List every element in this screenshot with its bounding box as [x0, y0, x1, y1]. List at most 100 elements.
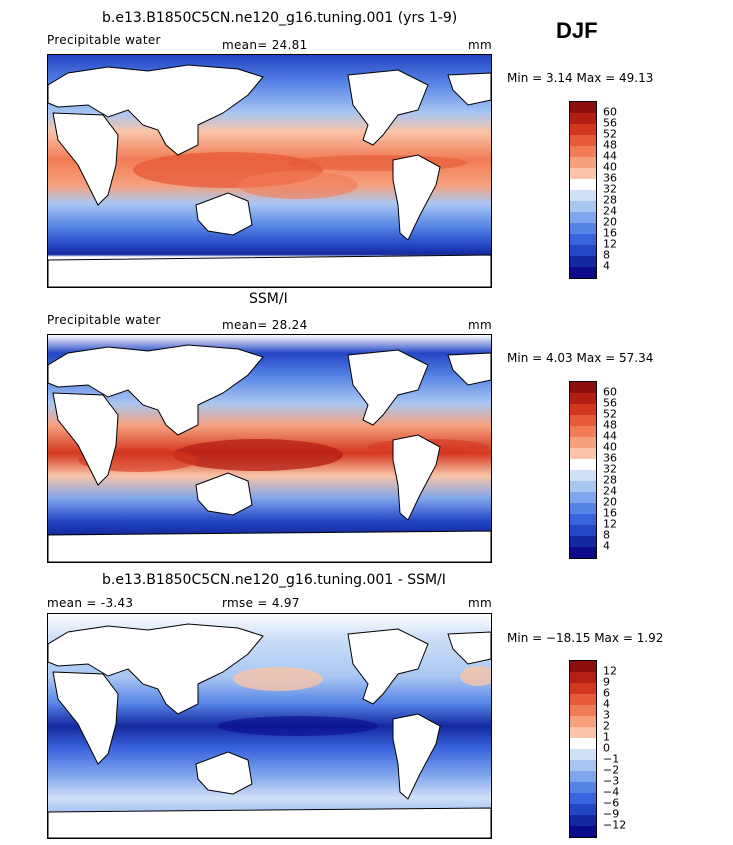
panel3-colorbar-label: 0: [603, 741, 610, 755]
panel1-colorbar-label: 52: [603, 127, 617, 141]
panel2-colorbar-block: [570, 536, 596, 547]
panel3-land: [48, 623, 491, 838]
panel1-map-svg: [48, 55, 491, 287]
panel2-units: mm: [468, 318, 492, 332]
panel2-mean: mean= 28.24: [222, 318, 308, 332]
panel3-colorbar-label: −6: [603, 796, 620, 810]
panel3-colorbar: [569, 660, 597, 838]
panel3-colorbar-block: [570, 672, 596, 683]
panel3-colorbar-label: 9: [603, 675, 610, 689]
panel3-colorbar-label: 2: [603, 719, 610, 733]
panel2-colorbar-label: 36: [603, 451, 617, 465]
panel2-colorbar-label: 44: [603, 429, 617, 443]
panel3-map-svg: [48, 614, 491, 838]
panel1-colorbar-label: 24: [603, 204, 617, 218]
panel1-mean: mean= 24.81: [222, 38, 308, 52]
panel1-colorbar-block: [570, 124, 596, 135]
panel3-minmax: Min = −18.15 Max = 1.92: [507, 631, 664, 645]
panel3-colorbar-label: 1: [603, 730, 610, 744]
panel2-colorbar-block: [570, 481, 596, 492]
panel2-minmax: Min = 4.03 Max = 57.34: [507, 351, 654, 365]
panel3-colorbar-block: [570, 826, 596, 837]
panel1-colorbar-label: 44: [603, 149, 617, 163]
panel3-colorbar-label: 4: [603, 697, 610, 711]
panel1-colorbar-label: 4: [603, 259, 610, 273]
panel3-colorbar-label: 6: [603, 686, 610, 700]
panel2-colorbar-block: [570, 503, 596, 514]
panel2-colorbar-block: [570, 415, 596, 426]
panel2-colorbar-label: 32: [603, 462, 617, 476]
panel2-colorbar-block: [570, 382, 596, 393]
panel2-colorbar-label: 40: [603, 440, 617, 454]
panel1-colorbar-block: [570, 157, 596, 168]
panel3-colorbar-block: [570, 727, 596, 738]
panel3-colorbar-label: −12: [603, 818, 627, 832]
panel1-colorbar-block: [570, 135, 596, 146]
panel1-minmax: Min = 3.14 Max = 49.13: [507, 71, 654, 85]
panel3-colorbar-block: [570, 705, 596, 716]
panel1-colorbar-label: 40: [603, 160, 617, 174]
panel2-colorbar: [569, 381, 597, 559]
panel1-colorbar-block: [570, 234, 596, 245]
panel3-colorbar-block: [570, 738, 596, 749]
panel2-map: [47, 334, 492, 563]
panel3-colorbar-label: 3: [603, 708, 610, 722]
panel2-colorbar-block: [570, 470, 596, 481]
panel2-colorbar-block: [570, 426, 596, 437]
panel2-map-svg: [48, 335, 491, 562]
panel1-colorbar-label: 56: [603, 116, 617, 130]
panel3-colorbar-block: [570, 793, 596, 804]
panel1-colorbar-label: 16: [603, 226, 617, 240]
panel2-colorbar-block: [570, 404, 596, 415]
panel1-colorbar-block: [570, 245, 596, 256]
panel2-colorbar-block: [570, 448, 596, 459]
panel3-colorbar-block: [570, 771, 596, 782]
panel3-colorbar-block: [570, 749, 596, 760]
panel1-colorbar-block: [570, 212, 596, 223]
panel2-colorbar-block: [570, 492, 596, 503]
panel2-colorbar-label: 28: [603, 473, 617, 487]
panel1-colorbar-label: 20: [603, 215, 617, 229]
panel3-colorbar-block: [570, 815, 596, 826]
panel3-map: [47, 613, 492, 839]
panel3-colorbar-block: [570, 804, 596, 815]
panel2-colorbar-block: [570, 459, 596, 470]
panel1-variable-label: Precipitable water: [47, 33, 161, 47]
panel2-colorbar-label: 16: [603, 506, 617, 520]
panel2-title: SSM/I: [249, 291, 288, 307]
panel3-colorbar-label: −2: [603, 763, 620, 777]
panel3-units: mm: [468, 596, 492, 610]
panel2-colorbar-label: 52: [603, 407, 617, 421]
panel2-colorbar-block: [570, 437, 596, 448]
panel1-colorbar-block: [570, 146, 596, 157]
panel1-colorbar-block: [570, 190, 596, 201]
panel2-colorbar-block: [570, 547, 596, 558]
panel3-rmse: rmse = 4.97: [222, 596, 300, 610]
panel2-colorbar-label: 8: [603, 528, 610, 542]
panel3-colorbar-label: −1: [603, 752, 620, 766]
panel3-colorbar-label: 12: [603, 664, 617, 678]
panel1-colorbar-label: 12: [603, 237, 617, 251]
panel1-colorbar-label: 8: [603, 248, 610, 262]
panel1-colorbar: [569, 101, 597, 279]
panel2-colorbar-label: 4: [603, 539, 610, 553]
panel1-colorbar-label: 36: [603, 171, 617, 185]
panel1-colorbar-label: 60: [603, 105, 617, 119]
panel2-colorbar-label: 20: [603, 495, 617, 509]
panel1-colorbar-block: [570, 113, 596, 124]
panel3-colorbar-block: [570, 694, 596, 705]
panel2-variable-label: Precipitable water: [47, 313, 161, 327]
panel3-colorbar-label: −3: [603, 774, 620, 788]
panel3-colorbar-block: [570, 683, 596, 694]
panel1-units: mm: [468, 38, 492, 52]
panel1-colorbar-block: [570, 256, 596, 267]
panel2-colorbar-block: [570, 525, 596, 536]
panel3-colorbar-label: −9: [603, 807, 620, 821]
panel3-title: b.e13.B1850C5CN.ne120_g16.tuning.001 - S…: [102, 572, 446, 588]
panel1-map: [47, 54, 492, 288]
panel3-colorbar-block: [570, 661, 596, 672]
panel1-colorbar-label: 48: [603, 138, 617, 152]
panel1-colorbar-block: [570, 223, 596, 234]
panel1-colorbar-label: 32: [603, 182, 617, 196]
panel1-colorbar-block: [570, 168, 596, 179]
